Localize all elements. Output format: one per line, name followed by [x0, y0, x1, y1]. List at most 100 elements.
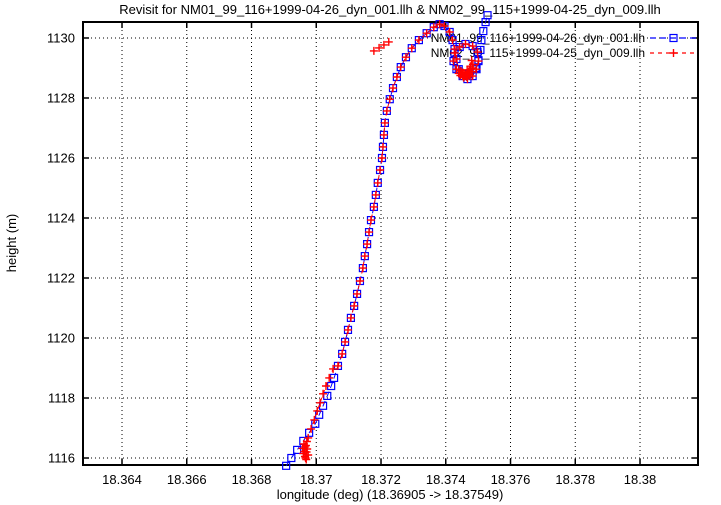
plus-marker [313, 406, 322, 415]
square-marker [293, 445, 302, 455]
plus-marker [376, 165, 385, 174]
plus-marker [429, 23, 438, 32]
plus-marker [360, 252, 369, 261]
square-marker [483, 11, 492, 20]
series-nm02 [298, 20, 483, 464]
x-tick-label: 18.368 [232, 472, 272, 487]
plus-marker [463, 65, 472, 74]
plus-marker [384, 37, 393, 46]
plus-marker [329, 364, 338, 373]
y-tick-label: 1118 [48, 391, 75, 406]
plus-marker [353, 289, 362, 298]
plus-marker [363, 240, 372, 249]
square-marker [287, 453, 296, 463]
plus-marker [304, 433, 313, 442]
plus-marker [407, 44, 416, 53]
plot-border [82, 21, 699, 466]
plus-marker [445, 27, 454, 36]
plus-marker [379, 40, 388, 49]
square-marker [477, 35, 486, 45]
plus-marker [321, 382, 330, 391]
plus-marker [378, 142, 387, 151]
y-axis-label: height (m) [4, 214, 19, 273]
plus-marker [440, 21, 449, 30]
plus-marker [300, 447, 309, 456]
x-tick-label: 18.374 [426, 472, 466, 487]
plus-marker [467, 56, 476, 65]
plus-marker [385, 95, 394, 104]
plus-marker [350, 301, 359, 310]
square-marker [669, 33, 678, 43]
plus-marker [435, 20, 444, 29]
x-tick-labels: 18.364 18.366 18.368 18.37 18.372 18.374 18.37… [102, 472, 656, 487]
plus-marker [310, 415, 319, 424]
plus-marker [302, 437, 311, 446]
plus-marker [449, 57, 458, 66]
plus-marker [380, 118, 389, 127]
plus-marker [414, 36, 423, 45]
plus-marker [343, 325, 352, 334]
plus-marker [373, 178, 382, 187]
x-tick-label: 18.378 [555, 472, 595, 487]
x-tick-label: 18.366 [167, 472, 207, 487]
plus-marker [379, 130, 388, 139]
plus-marker [341, 337, 350, 346]
plus-marker [452, 65, 461, 74]
plus-marker [338, 349, 347, 358]
plus-marker [301, 441, 310, 450]
series-nm01 [282, 11, 492, 470]
plus-marker [355, 277, 364, 286]
x-tick-label: 18.372 [361, 472, 401, 487]
plus-marker [669, 49, 678, 57]
square-marker [323, 391, 332, 401]
plus-marker [392, 72, 401, 81]
plus-marker [455, 42, 464, 51]
plus-marker [474, 57, 483, 66]
plus-marker [448, 36, 457, 45]
plus-marker [369, 46, 378, 55]
plus-marker [468, 42, 477, 51]
plus-marker [458, 68, 467, 77]
plus-marker [333, 361, 342, 370]
y-tick-label: 1126 [47, 150, 75, 165]
square-marker [479, 26, 488, 36]
x-tick-label: 18.38 [624, 472, 657, 487]
plus-marker [460, 72, 469, 81]
plus-marker [472, 65, 481, 74]
plus-marker [371, 190, 380, 199]
y-tick-label: 1128 [47, 90, 75, 105]
plus-marker [358, 264, 367, 273]
plus-marker [302, 455, 311, 464]
plus-marker [366, 216, 375, 225]
plus-marker [365, 228, 374, 237]
plus-marker [316, 398, 325, 407]
x-tick-label: 18.376 [491, 472, 531, 487]
grid [83, 22, 698, 465]
square-marker [282, 461, 291, 470]
plus-marker [325, 373, 334, 382]
plus-marker [461, 39, 470, 48]
plus-marker [464, 67, 473, 76]
plus-marker [369, 202, 378, 211]
plus-marker [377, 153, 386, 162]
nm02-markers [298, 20, 483, 464]
x-tick-label: 18.37 [300, 472, 333, 487]
y-tick-label: 1120 [47, 331, 75, 346]
y-tick-label: 1116 [48, 451, 75, 466]
plus-marker [422, 29, 431, 38]
plus-marker [401, 53, 410, 62]
plus-marker [319, 389, 328, 398]
chart-title: Revisit for NM01_99_116+1999-04-26_dyn_0… [119, 2, 661, 17]
plus-marker [346, 313, 355, 322]
y-tick-labels: 1116 1118 1120 1122 1124 1126 1128 1130 [47, 30, 75, 465]
plus-marker [473, 48, 482, 57]
x-tick-label: 18.364 [102, 472, 142, 487]
x-axis-label: longitude (deg) (18.36905 -> 18.37549) [277, 487, 504, 502]
plus-marker [375, 43, 384, 52]
plus-marker [456, 66, 465, 75]
y-tick-label: 1124 [47, 210, 75, 225]
plus-marker [382, 106, 391, 115]
plus-marker [450, 48, 459, 57]
